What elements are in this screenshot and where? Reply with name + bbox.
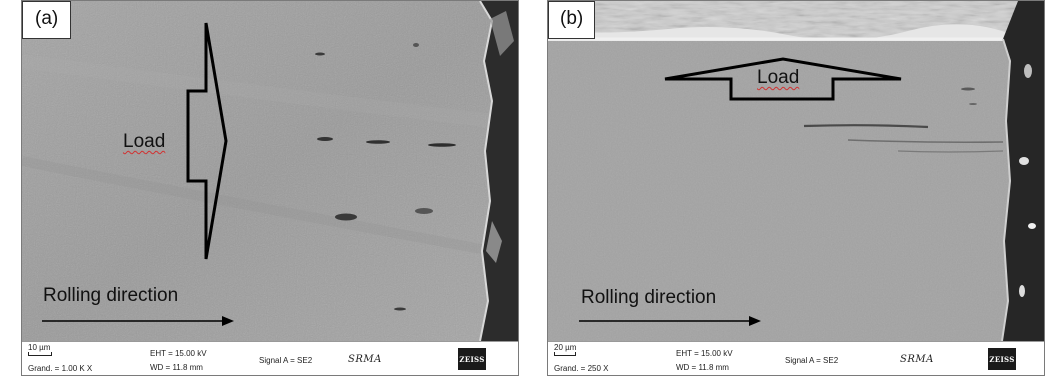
load-label: Load <box>757 67 800 88</box>
scale-label: 10 µm <box>28 343 51 352</box>
sem-micrograph-a <box>22 1 518 341</box>
rolling-direction-arrow <box>579 316 761 326</box>
signal-value: Signal A = SE2 <box>785 356 839 365</box>
load-arrow <box>186 22 228 260</box>
panel-b: (b) Load Rolling direction 20 µm Grand. … <box>547 0 1045 376</box>
load-arrow <box>664 57 902 101</box>
operator-signature: SRMA <box>900 354 934 365</box>
signal-value: Signal A = SE2 <box>259 356 313 365</box>
magnification: Grand. = 250 X <box>554 364 609 373</box>
wd-value: WD = 11.8 mm <box>150 363 203 372</box>
zeiss-logo: ZEISS <box>458 348 486 370</box>
rolling-direction-label: Rolling direction <box>581 287 717 308</box>
sem-data-bar: 20 µm Grand. = 250 X EHT = 15.00 kV WD =… <box>548 341 1044 375</box>
magnification: Grand. = 1.00 K X <box>28 364 93 373</box>
panel-tag: (b) <box>548 1 596 39</box>
scale-bar <box>28 352 52 356</box>
panel-tag: (a) <box>22 1 72 39</box>
sem-data-bar: 10 µm Grand. = 1.00 K X EHT = 15.00 kV W… <box>22 341 518 375</box>
sem-micrograph-b <box>548 1 1044 341</box>
rolling-direction-arrow <box>42 316 234 326</box>
load-label: Load <box>123 131 166 152</box>
scale-bar <box>554 352 576 356</box>
panel-a: (a) Load Rolling direction 10 µm Grand. … <box>21 0 519 376</box>
operator-signature: SRMA <box>348 354 382 365</box>
wd-value: WD = 11.8 mm <box>676 363 729 372</box>
zeiss-logo: ZEISS <box>988 348 1016 370</box>
eht-value: EHT = 15.00 kV <box>150 349 207 358</box>
scale-label: 20 µm <box>554 343 577 352</box>
rolling-direction-label: Rolling direction <box>43 285 179 306</box>
eht-value: EHT = 15.00 kV <box>676 349 733 358</box>
